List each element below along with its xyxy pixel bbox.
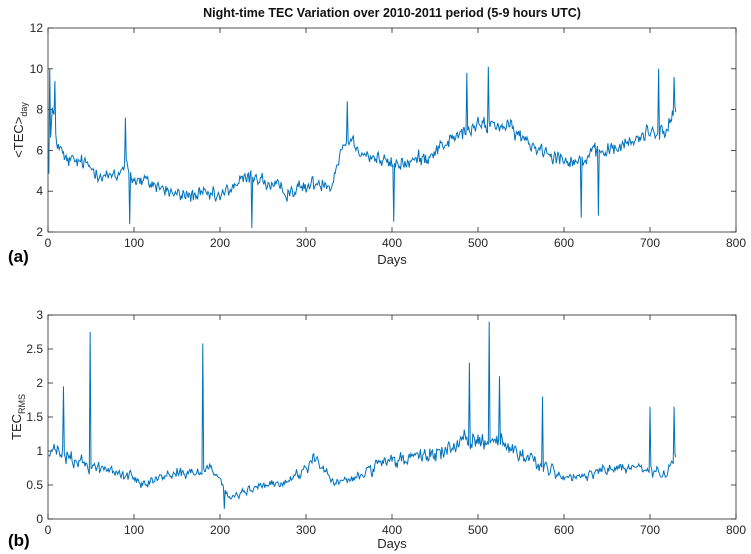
y-tick-label: 0: [36, 512, 43, 526]
y-tick-label: 1: [36, 444, 43, 458]
x-tick-label: 200: [210, 236, 230, 250]
x-tick-label: 800: [726, 236, 746, 250]
x-tick-label: 300: [296, 236, 316, 250]
x-tick-label: 800: [726, 523, 746, 537]
x-tick-label: 400: [382, 523, 402, 537]
tick-group-a: 0 100 200 300 400 500 600 700 800 2 4 6 8 10 12: [30, 21, 747, 250]
y-tick-label: 4: [36, 184, 43, 198]
chart-panel-b: 0 100 200 300 400 500 600 700 800 0 0.5 1 1.5 2 2.5 3 D…: [8, 308, 746, 551]
y-tick-label: 3: [36, 308, 43, 322]
y-tick-label: 6: [36, 143, 43, 157]
tec-rms-series-line: [48, 321, 677, 509]
plot-area-a: [47, 27, 737, 233]
y-tick-label: 2: [36, 376, 43, 390]
y-tick-label: 8: [36, 103, 43, 117]
y-tick-label: 10: [30, 62, 44, 76]
x-tick-label: 0: [45, 523, 52, 537]
y-axis-title-b: TECRMS: [9, 394, 27, 440]
y-axis-title-a: <TEC>day: [11, 102, 29, 158]
x-tick-label: 600: [554, 523, 574, 537]
panel-label-a: (a): [8, 247, 29, 266]
x-tick-label: 500: [468, 236, 488, 250]
x-tick-label: 100: [124, 523, 144, 537]
y-tick-label: 0.5: [26, 478, 43, 492]
x-axis-title-a: Days: [377, 252, 407, 267]
x-tick-label: 0: [45, 236, 52, 250]
x-tick-label: 700: [640, 236, 660, 250]
plot-area-b: [47, 314, 737, 520]
x-tick-label: 700: [640, 523, 660, 537]
x-tick-label: 600: [554, 236, 574, 250]
x-tick-label: 400: [382, 236, 402, 250]
x-tick-label: 500: [468, 523, 488, 537]
y-tick-label: 2.5: [26, 342, 43, 356]
chart-title: Night-time TEC Variation over 2010-2011 …: [203, 6, 581, 20]
x-tick-label: 300: [296, 523, 316, 537]
x-axis-title-b: Days: [377, 536, 407, 551]
x-tick-label: 100: [124, 236, 144, 250]
chart-panel-a: Night-time TEC Variation over 2010-2011 …: [8, 6, 746, 267]
y-tick-label: 12: [30, 21, 44, 35]
tick-group-b: 0 100 200 300 400 500 600 700 800 0 0.5 1 1.5 2 2.5 3: [26, 308, 746, 537]
y-tick-label: 2: [36, 225, 43, 239]
y-tick-label: 1.5: [26, 410, 43, 424]
tec-day-series-line: [48, 66, 677, 228]
x-tick-label: 200: [210, 523, 230, 537]
panel-label-b: (b): [8, 531, 30, 550]
